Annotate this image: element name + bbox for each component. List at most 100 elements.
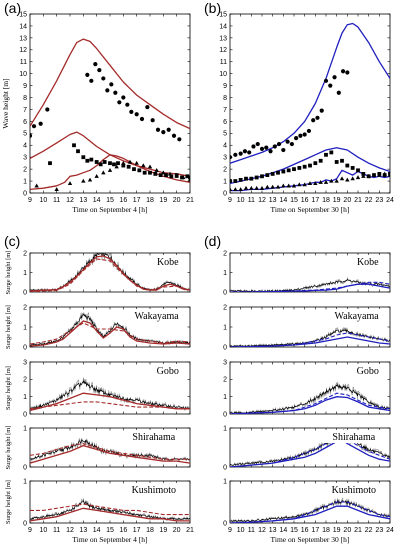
obs-triangles-a-12: [141, 163, 146, 168]
obs-triangles-b-10: [281, 183, 286, 188]
obs-squares-b-16: [313, 161, 318, 166]
obs-triangles-b-28: [377, 172, 382, 177]
b-ytick-label-5: 5: [223, 131, 227, 138]
b-xtick-label-24: 24: [386, 197, 394, 204]
obs-circles-a-4: [85, 72, 90, 77]
obs-circles-b-9: [268, 149, 273, 154]
c-1-ytick-label-2: 2: [23, 304, 27, 311]
plot-area-a: [30, 38, 190, 192]
c-2-ytick-label-0: 0: [23, 411, 27, 418]
obs-circles-b-8: [264, 145, 269, 150]
obs-triangles-b-0: [230, 187, 233, 192]
panel-label-a: (a): [4, 0, 21, 16]
a-ytick-label-15: 15: [19, 11, 27, 18]
obs-triangles-b-24: [355, 175, 361, 180]
obs-circles-a-3: [45, 107, 50, 112]
obs-squares-a-8: [102, 160, 107, 164]
obs-squares-b-13: [297, 166, 302, 170]
obs-circles-b-4: [247, 150, 252, 155]
a-ytick-label-13: 13: [19, 35, 27, 42]
d-4-xtick-label-13: 13: [269, 527, 277, 534]
station-label-c-gobo: Gobo: [157, 366, 179, 377]
obs-trace-d-2: [230, 383, 390, 414]
obs-triangles-b-30: [387, 172, 390, 177]
d-4-xtick-label-17: 17: [311, 527, 319, 534]
model-dashed-c-3: [30, 443, 190, 460]
a-ytick-label-2: 2: [23, 167, 27, 174]
obs-circles-a-5: [89, 78, 94, 83]
b-xtick-label-23: 23: [375, 197, 383, 204]
obs-squares-a-0: [48, 161, 52, 166]
obs-circles-b-22: [323, 78, 329, 83]
obs-circles-a-2: [38, 121, 43, 126]
obs-squares-a-5: [89, 157, 94, 162]
obs-triangles-a-15: [161, 170, 166, 175]
station-label-bg-c-0: [151, 255, 184, 268]
a-xtick-label-21: 21: [186, 197, 194, 204]
y-axis-label-c-3: Surge height [m]: [5, 426, 12, 470]
plot-area-c-4: [30, 498, 190, 522]
a-ytick-label-3: 3: [23, 155, 27, 162]
d-1-ytick-label-1: 1: [223, 324, 227, 331]
d-4-xtick-label-24: 24: [386, 527, 394, 534]
model-line-c-0: [30, 255, 190, 292]
a-xtick-label-12: 12: [66, 197, 74, 204]
d-4-xtick-label-12: 12: [258, 527, 266, 534]
obs-squares-a-19: [158, 173, 163, 177]
obs-circles-b-15: [294, 136, 299, 141]
obs-triangles-b-29: [382, 171, 387, 176]
b-ytick-label-11: 11: [220, 59, 227, 66]
d-3-ytick-label-0: 0: [223, 464, 227, 471]
b-ytick-label-6: 6: [223, 119, 227, 126]
obs-triangles-a-16: [167, 171, 173, 176]
y-axis-label-c-2: Surge height [m]: [5, 366, 12, 410]
obs-triangles-a-13: [147, 164, 153, 169]
c-4-xtick-label-14: 14: [93, 527, 101, 534]
obs-circles-b-24: [332, 75, 337, 80]
x-axis-label-a: Time on September 4 [h]: [72, 205, 147, 214]
model-dashed-c-4: [30, 503, 190, 516]
obs-squares-a-13: [126, 164, 131, 169]
x-axis-label-b: Time on September 30 [h]: [271, 205, 350, 214]
obs-squares-a-25: [188, 175, 190, 180]
obs-squares-b-11: [286, 168, 291, 173]
a-xtick-label-15: 15: [106, 197, 114, 204]
obs-triangles-a-5: [94, 173, 99, 178]
subplot-d-kobe: 0 1 2 Kobe: [223, 250, 391, 296]
obs-circles-a-6: [93, 62, 98, 67]
c-2-ytick-label-1: 1: [23, 394, 27, 401]
a-ytick-label-10: 10: [19, 71, 27, 78]
subplot-d-gobo: 0 1 2 3 Gobo: [223, 359, 391, 418]
c-2-ytick-label-2: 2: [23, 377, 27, 384]
obs-triangles-b-3: [243, 185, 249, 190]
obs-triangles-b-17: [318, 179, 323, 184]
obs-triangles-b-16: [313, 181, 318, 186]
b-xtick-label-14: 14: [279, 197, 287, 204]
obs-squares-b-9: [276, 170, 280, 175]
obs-squares-b-7: [265, 173, 270, 177]
obs-squares-a-10: [112, 162, 116, 167]
obs-circles-b-17: [302, 132, 307, 137]
b-ytick-label-7: 7: [223, 107, 227, 114]
obs-squares-a-1: [72, 143, 76, 148]
b-ytick-label-9: 9: [223, 83, 227, 90]
obs-squares-b-12: [292, 167, 296, 172]
subplot-c-wakayama: 0 1 2 Surge height [m] Wakayama: [5, 304, 191, 351]
b-xtick-label-22: 22: [365, 197, 373, 204]
plot-frame-a: [29, 13, 191, 194]
b-ytick-label-12: 12: [219, 47, 227, 54]
d-0-ytick-label-1: 1: [223, 270, 227, 277]
obs-squares-b-22: [345, 163, 350, 168]
plot-frame-b: [229, 13, 391, 194]
station-label-d-shirahama: Shirahama: [332, 432, 375, 443]
subplot-c-gobo: 0 1 2 3 Surge height [m] Gobo: [5, 359, 191, 418]
obs-triangles-b-2: [238, 187, 243, 192]
model-line-d-1: [230, 336, 390, 347]
obs-triangles-b-26: [366, 173, 371, 178]
station-label-d-kushimoto: Kushimoto: [332, 485, 376, 496]
obs-circles-a-23: [171, 133, 177, 138]
d-0-ytick-label-0: 0: [223, 289, 227, 296]
obs-circles-b-10: [272, 144, 277, 149]
b-ytick-label-15: 15: [219, 11, 227, 18]
obs-squares-b-8: [270, 172, 275, 176]
